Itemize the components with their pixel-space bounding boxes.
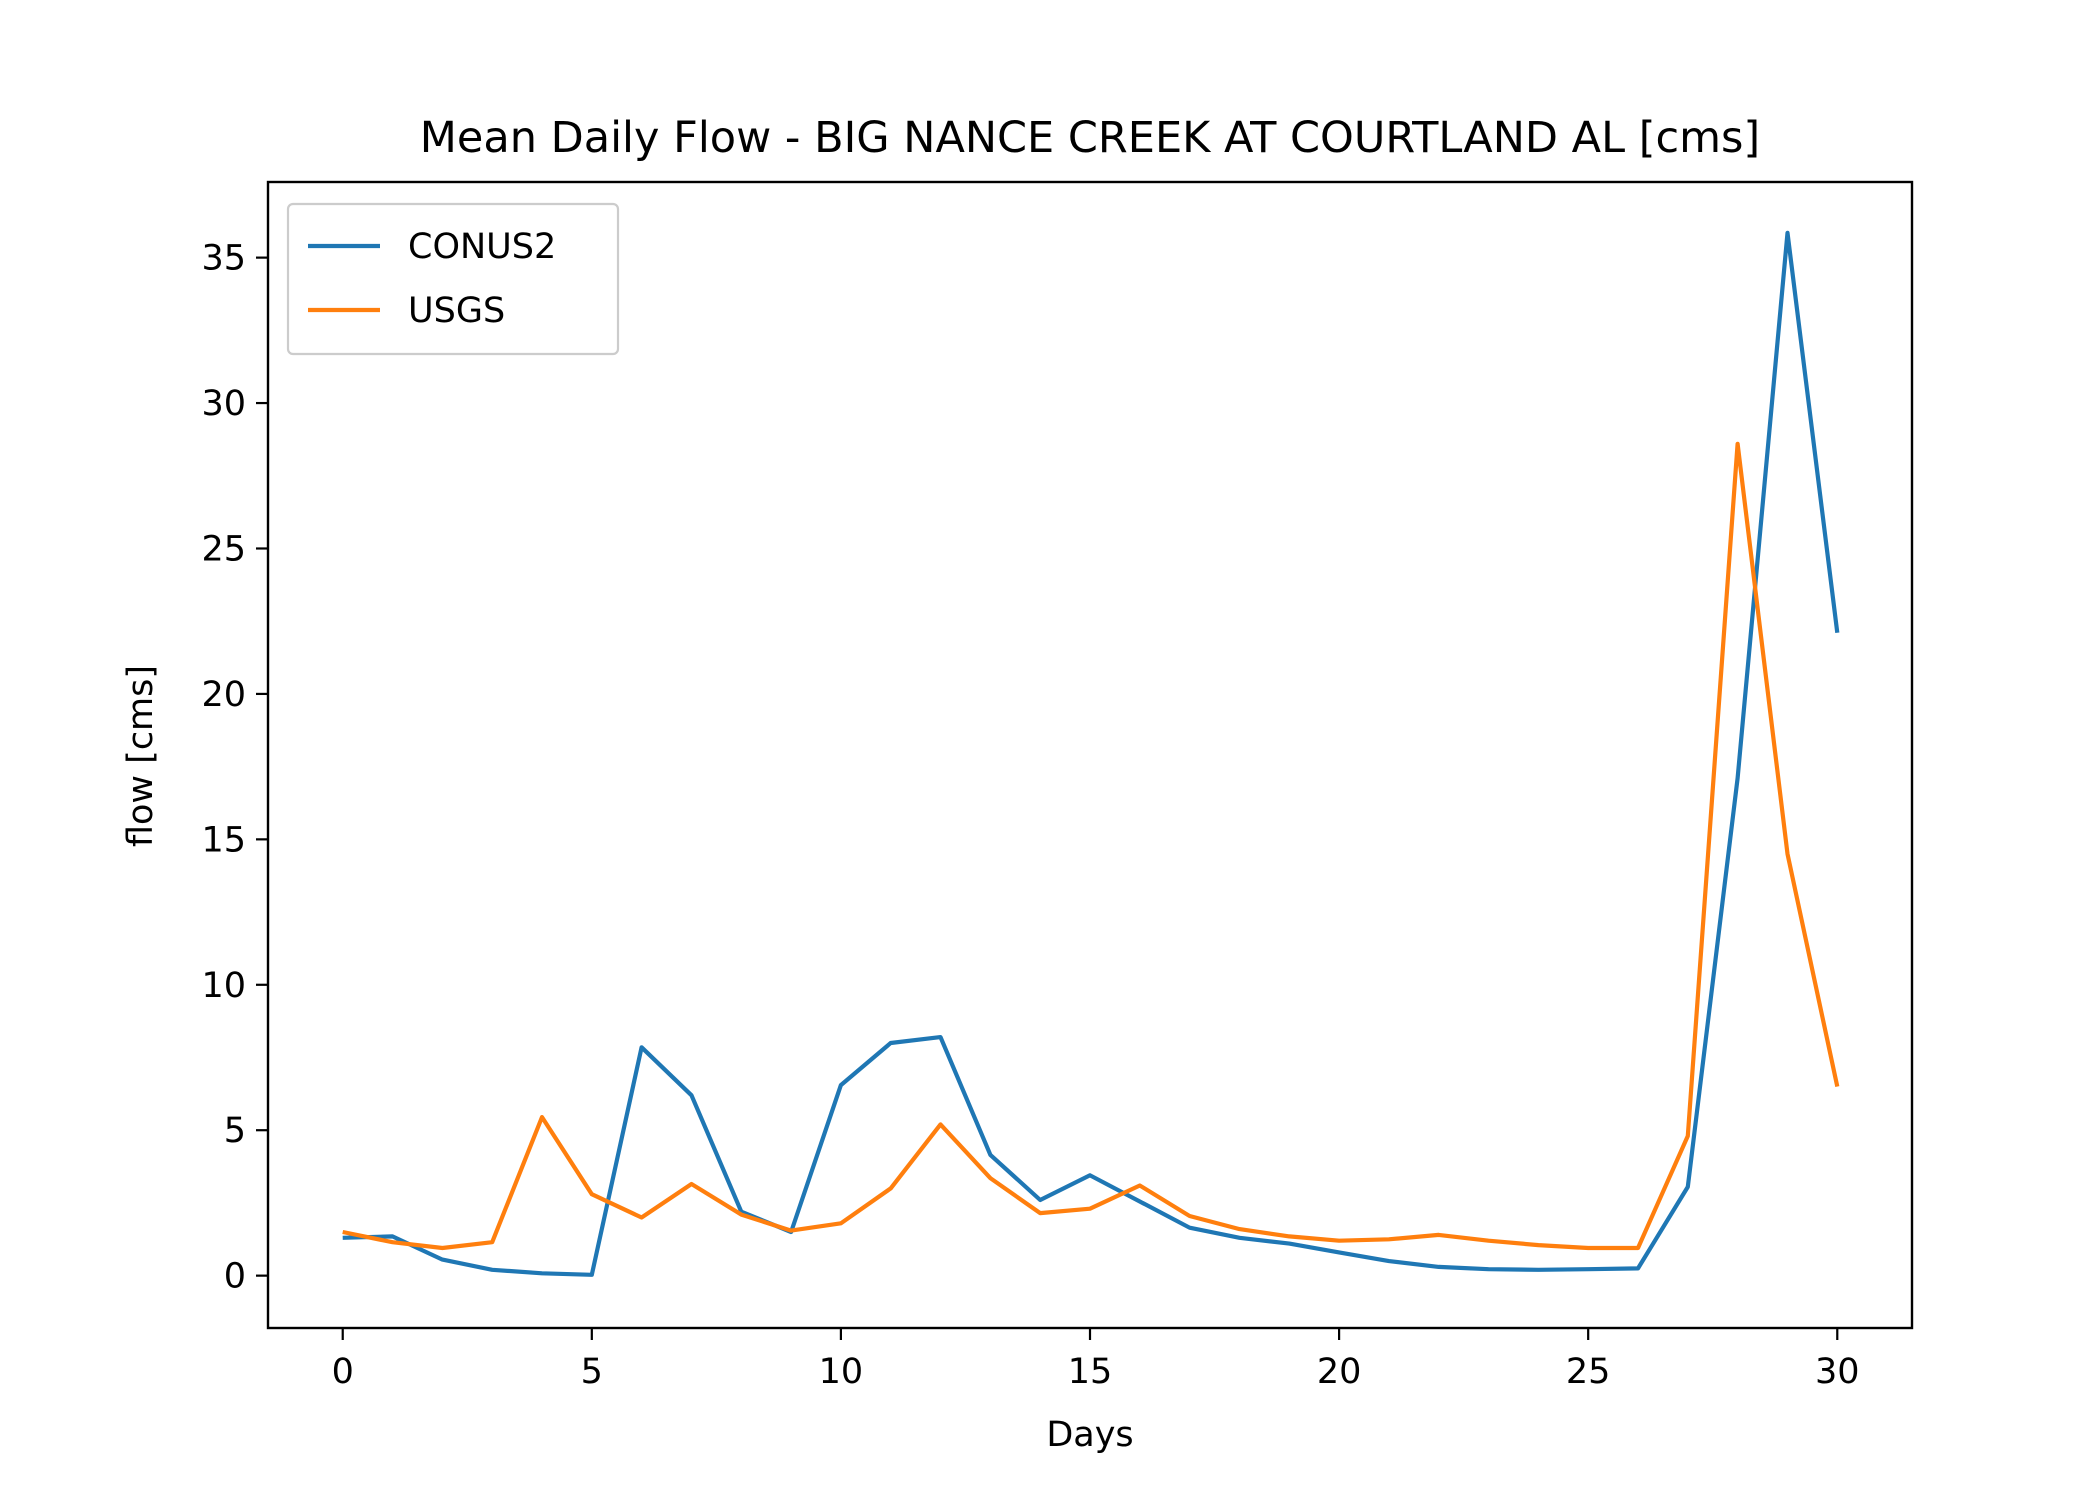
y-tick-label: 0: [224, 1257, 246, 1297]
y-tick-label: 30: [201, 384, 246, 424]
legend: CONUS2 USGS: [286, 202, 620, 356]
legend-label: USGS: [408, 291, 505, 331]
x-tick-label: 20: [1317, 1352, 1362, 1392]
y-tick-label: 10: [201, 966, 246, 1006]
y-tick-label: 15: [201, 820, 246, 860]
x-tick-label: 0: [332, 1352, 354, 1392]
x-axis-label: Days: [1046, 1415, 1133, 1455]
series-line-2: [342, 441, 1840, 1251]
chart-title: Mean Daily Flow - BIG NANCE CREEK AT COU…: [420, 113, 1760, 163]
x-tick-label: 30: [1815, 1352, 1860, 1392]
y-tick-label: 35: [201, 239, 246, 279]
y-tick-label: 5: [224, 1111, 246, 1151]
plot-area: 0 5 10 15 20 25 30 0 5 10 15 20 25 30 35: [201, 180, 1914, 1392]
legend-box: [286, 202, 620, 356]
legend-label: CONUS2: [408, 227, 556, 267]
y-tick-label: 20: [201, 675, 246, 715]
y-axis-label: flow [cms]: [121, 665, 161, 847]
x-tick-label: 5: [581, 1352, 603, 1392]
x-tick-label: 25: [1566, 1352, 1611, 1392]
x-tick-label: 15: [1068, 1352, 1113, 1392]
y-tick-label: 25: [201, 529, 246, 569]
x-tick-label: 10: [819, 1352, 864, 1392]
series-line-1: [342, 230, 1840, 1277]
